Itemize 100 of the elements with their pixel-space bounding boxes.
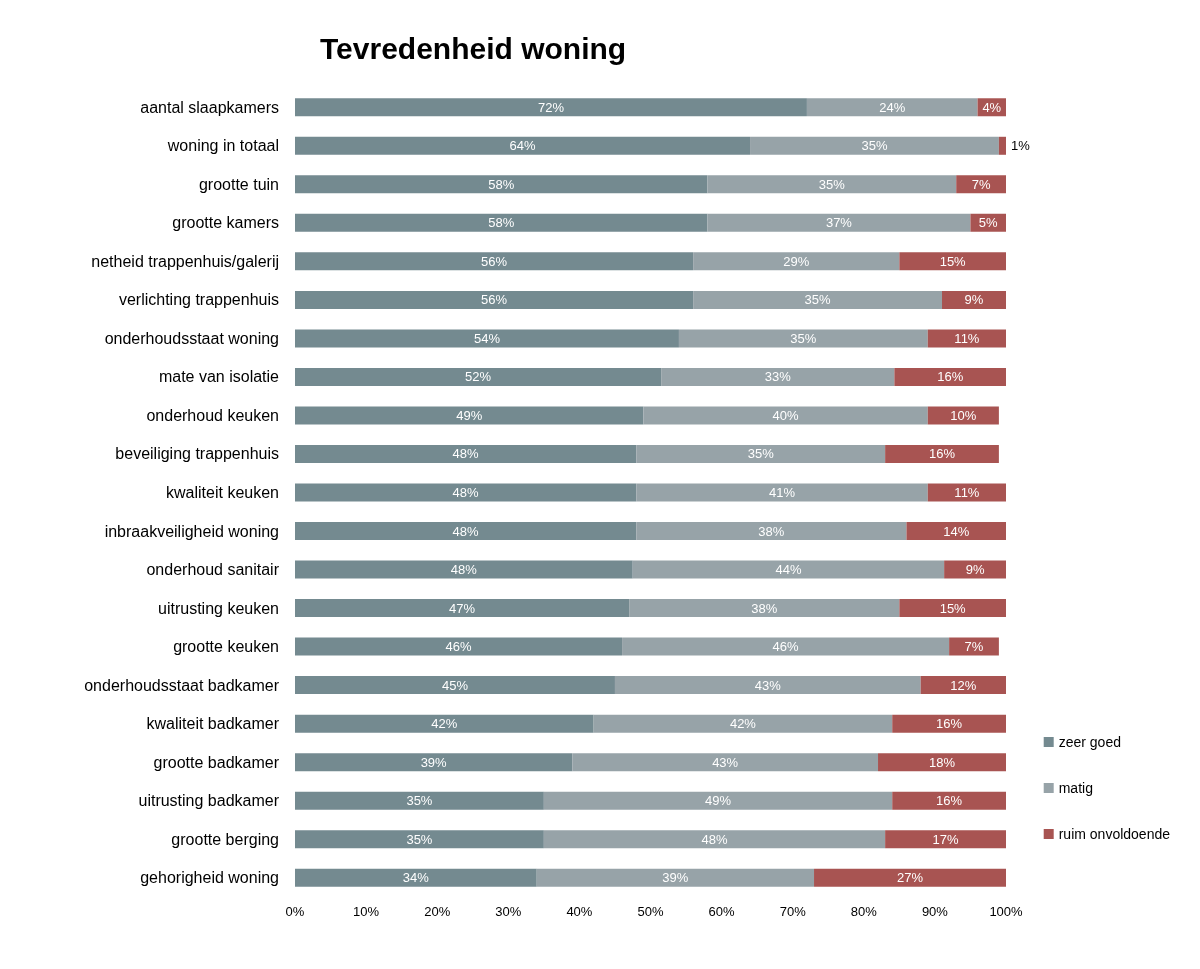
bar: [885, 444, 999, 463]
bar: [885, 830, 1006, 849]
data-label: 49%: [705, 793, 732, 809]
bar: [878, 753, 1006, 772]
data-label: 45%: [441, 677, 469, 693]
data-label: 58%: [488, 176, 515, 192]
y-tick-label: netheid trappenhuis/galerij: [91, 252, 279, 270]
y-tick-label: onderhoud keuken: [146, 406, 279, 424]
data-label: 27%: [897, 870, 924, 886]
bar: [806, 98, 978, 117]
data-label: 35%: [406, 793, 433, 809]
bar: [295, 136, 751, 155]
data-label: 11%: [954, 330, 980, 346]
data-label: 10%: [950, 407, 977, 423]
x-tick-label: 40%: [566, 904, 593, 919]
x-tick-label: 60%: [708, 904, 736, 919]
bar: [543, 791, 893, 810]
data-label: 9%: [965, 562, 985, 578]
bar: [295, 753, 573, 772]
bar: [750, 136, 999, 155]
legend-label: zeer goed: [1058, 734, 1121, 750]
y-tick-label: inbraakveiligheid woning: [104, 522, 279, 540]
bar: [678, 329, 928, 348]
data-label: 7%: [971, 176, 991, 192]
data-label: 44%: [775, 562, 802, 578]
legend-label: matig: [1058, 780, 1093, 796]
data-label: 35%: [818, 176, 846, 192]
data-label: 33%: [764, 369, 792, 385]
data-label: 5%: [978, 215, 999, 231]
bar: [894, 367, 1006, 386]
x-tick-label: 50%: [637, 904, 664, 919]
data-label: 46%: [445, 639, 472, 655]
bar: [636, 522, 907, 541]
data-label: 29%: [783, 253, 810, 269]
data-label: 41%: [769, 485, 796, 500]
bar: [629, 599, 900, 618]
data-label: 11%: [954, 485, 980, 500]
bar: [295, 868, 537, 887]
data-label: 35%: [804, 292, 832, 308]
data-label: 35%: [747, 446, 775, 462]
data-label: 37%: [825, 215, 853, 231]
y-tick-label: aantal slaapkamers: [140, 98, 279, 116]
bar: [906, 522, 1006, 541]
y-tick-label: onderhoudsstaat woning: [104, 329, 279, 347]
bar: [892, 791, 1006, 810]
data-label: 54%: [473, 330, 501, 346]
bar: [295, 483, 637, 502]
data-label: 16%: [936, 793, 963, 809]
bar: [295, 252, 694, 271]
y-tick-label: uitrusting badkamer: [138, 792, 280, 810]
bar: [543, 830, 886, 849]
bar: [942, 290, 1006, 309]
data-label: 58%: [488, 215, 515, 231]
data-label: 48%: [452, 485, 480, 500]
bar: [636, 444, 886, 463]
bar: [927, 329, 1006, 348]
bar: [707, 175, 957, 194]
data-label: 56%: [481, 292, 508, 308]
bar: [927, 483, 1006, 502]
data-label: 40%: [772, 407, 800, 423]
y-tick-label: grootte keuken: [173, 638, 279, 656]
bar: [295, 560, 633, 579]
data-label: 18%: [928, 754, 956, 770]
y-tick-label: grootte badkamer: [153, 753, 280, 771]
data-label: 39%: [662, 870, 689, 886]
data-label: 14%: [943, 523, 970, 539]
y-tick-label: grootte tuin: [198, 175, 279, 193]
data-label: 4%: [982, 99, 1002, 115]
bar: [295, 367, 662, 386]
data-label: 35%: [406, 831, 433, 847]
y-tick-label: uitrusting keuken: [158, 599, 279, 617]
data-label: 35%: [790, 330, 817, 346]
data-label: 43%: [754, 677, 782, 693]
x-tick-label: 90%: [921, 904, 949, 919]
data-label: 43%: [712, 754, 739, 770]
bar: [295, 98, 807, 117]
x-tick-label: 20%: [424, 904, 451, 919]
x-tick-label: 100%: [989, 904, 1024, 919]
bar: [814, 868, 1006, 887]
y-tick-label: grootte berging: [171, 830, 279, 848]
bar: [295, 830, 544, 849]
data-label: 39%: [420, 754, 448, 770]
bar: [614, 676, 921, 695]
data-label: 42%: [431, 716, 458, 732]
data-label: 16%: [936, 716, 963, 732]
y-tick-label: onderhoudsstaat badkamer: [84, 676, 280, 694]
bar: [956, 175, 1006, 194]
data-label: 56%: [481, 253, 508, 269]
data-label: 7%: [964, 639, 984, 655]
data-label: 42%: [729, 716, 757, 732]
bar: [295, 175, 708, 194]
bar: [295, 406, 644, 425]
bar: [536, 868, 815, 887]
y-tick-label: kwaliteit badkamer: [146, 715, 280, 733]
bar: [295, 444, 637, 463]
bar: [998, 136, 1006, 155]
data-label: 48%: [701, 831, 728, 847]
chart-title: Tevredenheid woning: [320, 31, 627, 65]
data-label: 48%: [452, 523, 480, 539]
bar: [693, 290, 943, 309]
